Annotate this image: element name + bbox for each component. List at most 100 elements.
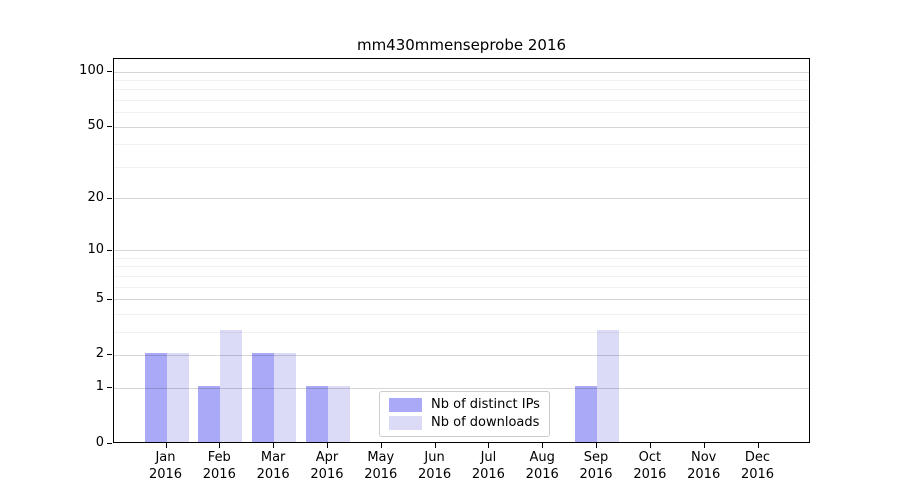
x-tick-month: Sep — [583, 450, 609, 465]
x-tick-year: 2016 — [202, 467, 236, 482]
x-tick-mark — [488, 443, 490, 448]
x-tick-month: Jan — [155, 450, 176, 465]
plot-area: Nb of distinct IPs Nb of downloads — [113, 58, 810, 443]
bar-distinct-ips — [305, 386, 328, 442]
chart-title: mm430mmenseprobe 2016 — [356, 36, 567, 54]
gridline-major — [114, 250, 809, 252]
y-tick-mark — [107, 443, 112, 444]
y-tick-mark — [107, 197, 112, 199]
gridline-minor — [114, 266, 809, 268]
x-tick-year: 2016 — [687, 467, 721, 482]
x-tick-year: 2016 — [310, 467, 344, 482]
x-tick-month: Jul — [480, 450, 497, 465]
x-tick-mark — [649, 443, 651, 448]
x-tick-label: Jun 2016 — [403, 449, 467, 483]
legend-swatch-downloads-icon — [389, 415, 422, 430]
gridline-major — [114, 71, 809, 73]
x-tick-month: Aug — [529, 450, 555, 465]
bar-distinct-ips — [144, 353, 167, 442]
y-tick-mark — [107, 298, 112, 300]
x-tick-month: Jun — [424, 450, 445, 465]
x-tick-month: Nov — [690, 450, 717, 465]
x-tick-year: 2016 — [256, 467, 290, 482]
legend-label-distinct-ips: Nb of distinct IPs — [431, 397, 540, 412]
x-tick-label: Oct 2016 — [618, 449, 682, 483]
gridline-major — [114, 387, 809, 389]
x-tick-year: 2016 — [740, 467, 775, 482]
x-tick-mark — [273, 443, 275, 448]
gridline-major — [114, 126, 809, 128]
y-tick-mark — [107, 387, 112, 389]
x-tick-month: Feb — [207, 450, 231, 465]
x-tick-month: Oct — [638, 450, 662, 465]
x-tick-month: Mar — [260, 450, 286, 465]
x-tick-year: 2016 — [525, 467, 559, 482]
x-tick-mark — [165, 443, 167, 448]
x-tick-mark — [596, 443, 598, 448]
bar-downloads — [597, 330, 620, 442]
y-tick-label: 2 — [95, 346, 104, 362]
gridline-minor — [114, 166, 809, 168]
gridline-minor — [114, 331, 809, 333]
x-tick-mark — [219, 443, 221, 448]
bar-distinct-ips — [252, 353, 275, 442]
y-tick-mark — [107, 71, 112, 72]
legend-item-downloads: Nb of downloads — [389, 415, 540, 430]
legend-swatch-distinct-ips-icon — [389, 397, 422, 412]
x-tick-mark — [703, 443, 705, 448]
x-tick-label: Apr 2016 — [295, 449, 359, 483]
y-tick-mark — [107, 249, 112, 251]
gridline-minor — [114, 286, 809, 288]
bar-downloads — [274, 353, 297, 442]
x-tick-label: Feb 2016 — [187, 449, 251, 483]
x-tick-month: Dec — [744, 450, 771, 465]
x-tick-mark — [757, 443, 759, 448]
bar-distinct-ips — [198, 386, 221, 442]
x-tick-year: 2016 — [579, 467, 613, 482]
gridline-major — [114, 198, 809, 200]
x-tick-year: 2016 — [418, 467, 452, 482]
bar-downloads — [220, 330, 243, 442]
x-tick-label: Dec 2016 — [726, 449, 790, 483]
y-tick-label: 20 — [87, 189, 104, 205]
y-tick-label: 0 — [95, 435, 104, 450]
gridline-minor — [114, 313, 809, 315]
x-tick-month: May — [367, 450, 395, 465]
x-tick-label: Aug 2016 — [510, 449, 574, 483]
legend: Nb of distinct IPs Nb of downloads — [379, 391, 550, 437]
x-tick-month: Apr — [315, 450, 339, 465]
x-tick-label: Sep 2016 — [564, 449, 628, 483]
x-tick-year: 2016 — [364, 467, 398, 482]
x-tick-label: Nov 2016 — [672, 449, 736, 483]
x-tick-year: 2016 — [471, 467, 505, 482]
x-tick-year: 2016 — [148, 467, 183, 482]
y-tick-label: 10 — [87, 241, 104, 257]
legend-item-distinct-ips: Nb of distinct IPs — [389, 397, 540, 412]
y-tick-mark — [107, 126, 112, 128]
bar-downloads — [327, 386, 350, 442]
legend-label-downloads: Nb of downloads — [431, 415, 540, 430]
x-tick-mark — [380, 443, 382, 448]
x-tick-year: 2016 — [633, 467, 667, 482]
x-tick-label: May 2016 — [349, 449, 413, 483]
y-tick-label: 1 — [95, 379, 104, 395]
grid-layer — [114, 59, 809, 442]
y-tick-label: 100 — [79, 63, 104, 78]
x-tick-mark — [542, 443, 544, 448]
gridline-major — [114, 299, 809, 301]
gridline-minor — [114, 89, 809, 91]
gridline-minor — [114, 112, 809, 114]
gridline-major — [114, 354, 809, 356]
y-tick-mark — [107, 354, 112, 356]
x-tick-label: Jul 2016 — [456, 449, 520, 483]
x-tick-mark — [326, 443, 328, 448]
gridline-minor — [114, 79, 809, 81]
y-tick-label: 50 — [87, 118, 104, 134]
gridline-minor — [114, 144, 809, 146]
x-tick-label: Jan 2016 — [134, 449, 198, 483]
bar-downloads — [166, 353, 189, 442]
x-tick-label: Mar 2016 — [241, 449, 305, 483]
gridline-minor — [114, 99, 809, 101]
bars-layer — [114, 59, 809, 442]
